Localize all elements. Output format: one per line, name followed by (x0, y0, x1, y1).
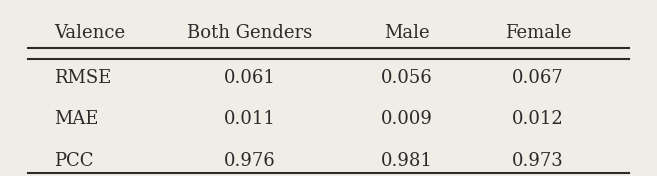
Text: Valence: Valence (54, 24, 125, 42)
Text: Both Genders: Both Genders (187, 24, 313, 42)
Text: 0.067: 0.067 (512, 69, 564, 87)
Text: Male: Male (384, 24, 430, 42)
Text: Female: Female (505, 24, 571, 42)
Text: MAE: MAE (54, 110, 99, 128)
Text: PCC: PCC (54, 152, 93, 170)
Text: 0.976: 0.976 (224, 152, 276, 170)
Text: 0.973: 0.973 (512, 152, 564, 170)
Text: 0.981: 0.981 (381, 152, 433, 170)
Text: 0.011: 0.011 (224, 110, 276, 128)
Text: RMSE: RMSE (54, 69, 111, 87)
Text: 0.012: 0.012 (512, 110, 564, 128)
Text: 0.009: 0.009 (381, 110, 433, 128)
Text: 0.056: 0.056 (381, 69, 433, 87)
Text: 0.061: 0.061 (224, 69, 276, 87)
